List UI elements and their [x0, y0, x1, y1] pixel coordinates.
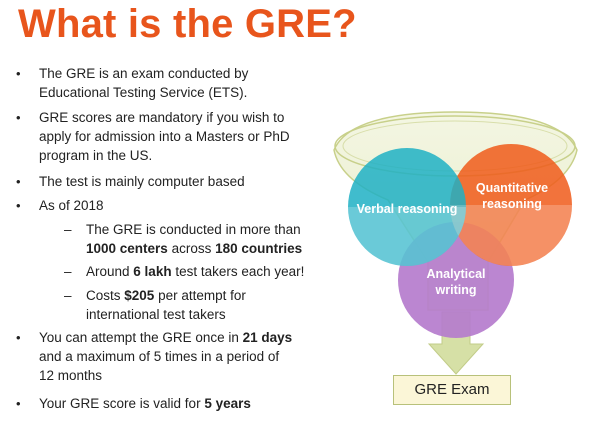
- sub-bullet-text: per attempt for: [154, 288, 246, 303]
- sub-bullet-text: The GRE is conducted in more than: [86, 222, 301, 237]
- bold-text: 6 lakh: [133, 264, 172, 279]
- bullet-text: GRE scores are mandatory if you wish to: [39, 110, 285, 125]
- sub-bullet-marker: –: [64, 222, 72, 237]
- bold-text: 1000 centers: [86, 241, 168, 256]
- bullet-marker: •: [16, 66, 21, 81]
- sub-bullet-text: across: [167, 241, 216, 256]
- bullet-text: You can attempt the GRE once in: [39, 330, 243, 345]
- sub-bullet-text: international test takers: [86, 307, 226, 322]
- bullet-text: 12 months: [39, 368, 103, 383]
- bold-text: 5 years: [204, 396, 251, 411]
- bullet-text: and a maximum of 5 times in a period of: [39, 349, 280, 364]
- sub-bullet-text: Around: [86, 264, 134, 279]
- funnel-rim: [334, 115, 576, 177]
- down-arrow: [427, 311, 485, 375]
- gre-exam-box: GRE Exam: [393, 375, 511, 405]
- bullet-text: Educational Testing Service (ETS).: [39, 85, 248, 100]
- bold-text: 180 countries: [215, 241, 303, 256]
- bullet-text: The test is mainly computer based: [39, 174, 245, 189]
- sub-bullet-marker: –: [64, 264, 72, 279]
- bullet-marker: •: [16, 396, 21, 411]
- sub-bullet-text: test takers each year!: [171, 264, 305, 279]
- bullet-marker: •: [16, 330, 21, 345]
- bullet-marker: •: [16, 198, 21, 213]
- bullet-text: program in the US.: [39, 148, 153, 163]
- bullet-marker: •: [16, 174, 21, 189]
- slide-title: What is the GRE?: [18, 2, 357, 46]
- quant-gloss: [450, 205, 572, 266]
- verbal-reasoning-label: Verbal reasoning: [356, 202, 458, 216]
- sub-bullet-marker: –: [64, 288, 72, 303]
- bullet-marker: •: [16, 110, 21, 125]
- sub-bullet-text: Costs: [86, 288, 125, 303]
- bold-text: 21 days: [242, 330, 293, 345]
- bullet-text: Your GRE score is valid for: [39, 396, 205, 411]
- bullet-text: The GRE is an exam conducted by: [39, 66, 249, 81]
- bullet-text: apply for admission into a Masters or Ph…: [39, 129, 290, 144]
- quantitative-reasoning-label: Quantitative reasoning: [475, 181, 549, 211]
- bullet-text: As of 2018: [39, 198, 104, 213]
- analytical-writing-label: Analytical writing: [426, 267, 486, 297]
- funnel-rim-inner: [342, 120, 568, 172]
- bold-text: $205: [124, 288, 155, 303]
